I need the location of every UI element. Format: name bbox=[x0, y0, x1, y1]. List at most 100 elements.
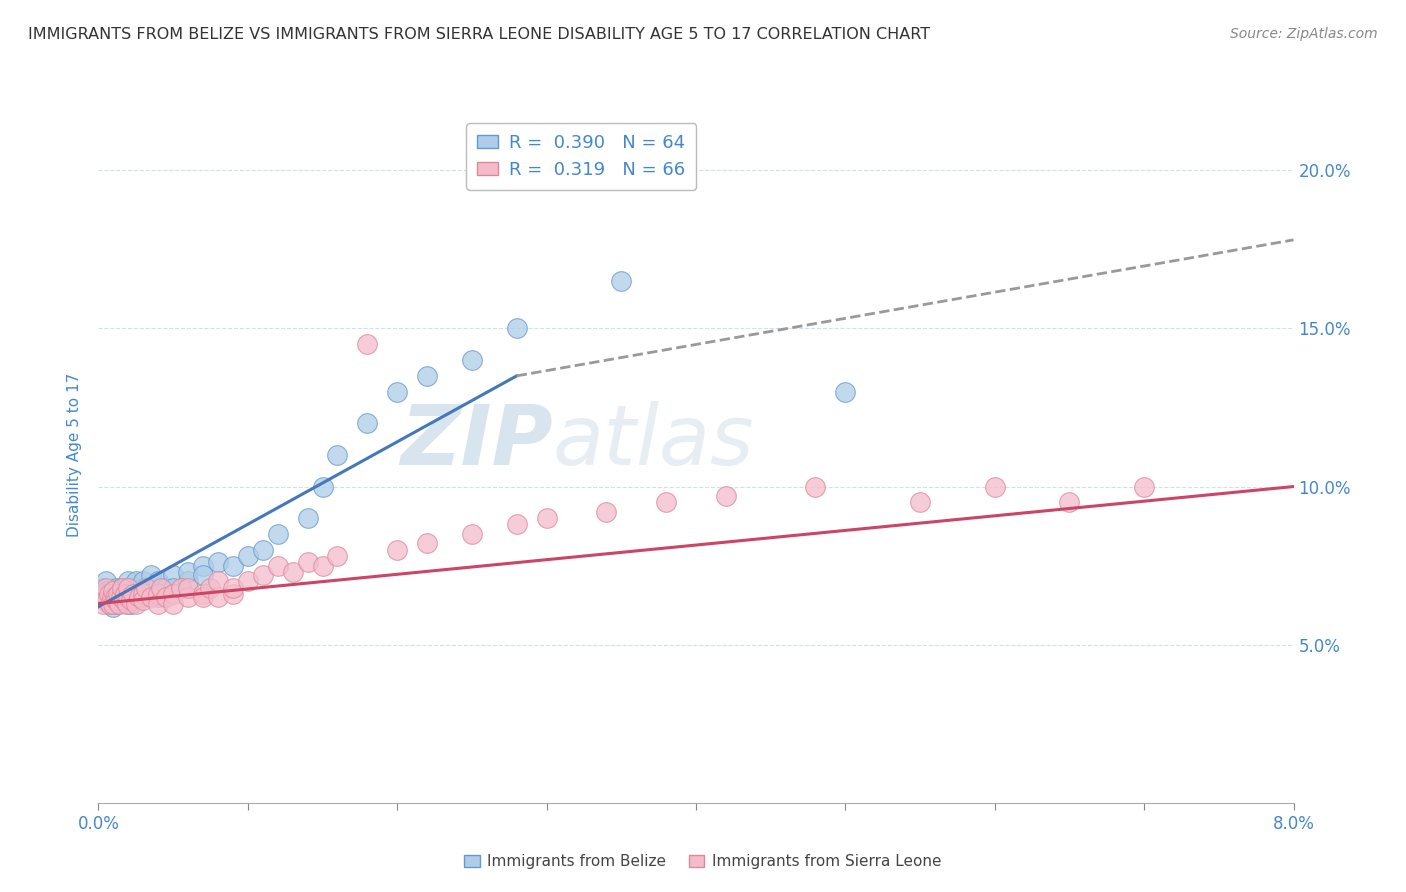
Point bbox=[1133, 479, 1156, 493]
Point bbox=[101, 591, 124, 605]
Point bbox=[110, 581, 132, 595]
Point bbox=[132, 574, 155, 589]
Point bbox=[610, 274, 633, 288]
Point bbox=[311, 558, 333, 573]
Point bbox=[128, 591, 150, 605]
Point bbox=[356, 417, 378, 431]
Point bbox=[416, 368, 439, 383]
Point bbox=[385, 384, 409, 399]
Point bbox=[97, 597, 120, 611]
Point bbox=[139, 591, 162, 605]
Legend: Immigrants from Belize, Immigrants from Sierra Leone: Immigrants from Belize, Immigrants from … bbox=[458, 848, 948, 875]
Point bbox=[1059, 495, 1081, 509]
Point bbox=[326, 448, 349, 462]
Text: IMMIGRANTS FROM BELIZE VS IMMIGRANTS FROM SIERRA LEONE DISABILITY AGE 5 TO 17 CO: IMMIGRANTS FROM BELIZE VS IMMIGRANTS FRO… bbox=[28, 27, 931, 42]
Point bbox=[94, 574, 117, 589]
Point bbox=[132, 593, 155, 607]
Point bbox=[155, 581, 177, 595]
Point bbox=[191, 558, 214, 573]
Point bbox=[114, 587, 136, 601]
Point bbox=[111, 581, 134, 595]
Point bbox=[177, 574, 200, 589]
Point bbox=[108, 593, 131, 607]
Point bbox=[252, 542, 274, 557]
Point bbox=[120, 597, 142, 611]
Point bbox=[120, 583, 142, 598]
Point bbox=[108, 597, 131, 611]
Point bbox=[118, 591, 141, 605]
Point bbox=[112, 593, 135, 607]
Point bbox=[91, 597, 114, 611]
Point bbox=[105, 581, 128, 595]
Point bbox=[90, 587, 112, 601]
Point bbox=[103, 597, 125, 611]
Text: atlas: atlas bbox=[553, 401, 754, 482]
Point bbox=[93, 587, 115, 601]
Point bbox=[236, 549, 259, 563]
Point bbox=[236, 574, 259, 589]
Point bbox=[110, 591, 132, 605]
Point bbox=[121, 587, 143, 601]
Point bbox=[177, 565, 200, 579]
Point bbox=[148, 597, 170, 611]
Point bbox=[117, 587, 139, 601]
Point bbox=[162, 568, 184, 582]
Point bbox=[115, 597, 138, 611]
Point bbox=[98, 597, 122, 611]
Point bbox=[114, 591, 136, 605]
Point bbox=[94, 593, 117, 607]
Point bbox=[107, 587, 129, 601]
Point bbox=[90, 591, 112, 605]
Point bbox=[281, 565, 304, 579]
Point bbox=[105, 591, 128, 605]
Point bbox=[200, 581, 222, 595]
Point bbox=[111, 583, 134, 598]
Point bbox=[267, 558, 290, 573]
Point bbox=[115, 597, 138, 611]
Point bbox=[94, 581, 117, 595]
Point bbox=[135, 581, 157, 595]
Point bbox=[311, 479, 333, 493]
Point bbox=[103, 583, 125, 598]
Point bbox=[983, 479, 1005, 493]
Point bbox=[207, 591, 229, 605]
Point bbox=[104, 591, 127, 605]
Point bbox=[267, 527, 290, 541]
Point bbox=[191, 587, 214, 601]
Point bbox=[120, 593, 142, 607]
Point bbox=[103, 583, 125, 598]
Point bbox=[207, 574, 229, 589]
Point bbox=[356, 337, 378, 351]
Point bbox=[191, 591, 214, 605]
Point bbox=[117, 581, 139, 595]
Point bbox=[222, 558, 245, 573]
Point bbox=[162, 581, 184, 595]
Text: Source: ZipAtlas.com: Source: ZipAtlas.com bbox=[1230, 27, 1378, 41]
Point bbox=[125, 597, 148, 611]
Point bbox=[124, 591, 146, 605]
Point bbox=[132, 591, 155, 605]
Point bbox=[804, 479, 827, 493]
Point bbox=[111, 593, 134, 607]
Point bbox=[177, 591, 200, 605]
Point bbox=[834, 384, 856, 399]
Point bbox=[117, 581, 139, 595]
Point bbox=[385, 542, 409, 557]
Point bbox=[112, 587, 135, 601]
Point bbox=[222, 587, 245, 601]
Point bbox=[107, 597, 129, 611]
Point bbox=[110, 591, 132, 605]
Point bbox=[103, 599, 125, 614]
Point bbox=[96, 583, 118, 598]
Point bbox=[105, 593, 128, 607]
Point bbox=[97, 587, 120, 601]
Point bbox=[132, 587, 155, 601]
Point bbox=[117, 591, 139, 605]
Point bbox=[506, 517, 529, 532]
Point bbox=[326, 549, 349, 563]
Text: ZIP: ZIP bbox=[399, 401, 553, 482]
Point bbox=[91, 581, 114, 595]
Point bbox=[222, 581, 245, 595]
Point bbox=[93, 591, 115, 605]
Point bbox=[107, 587, 129, 601]
